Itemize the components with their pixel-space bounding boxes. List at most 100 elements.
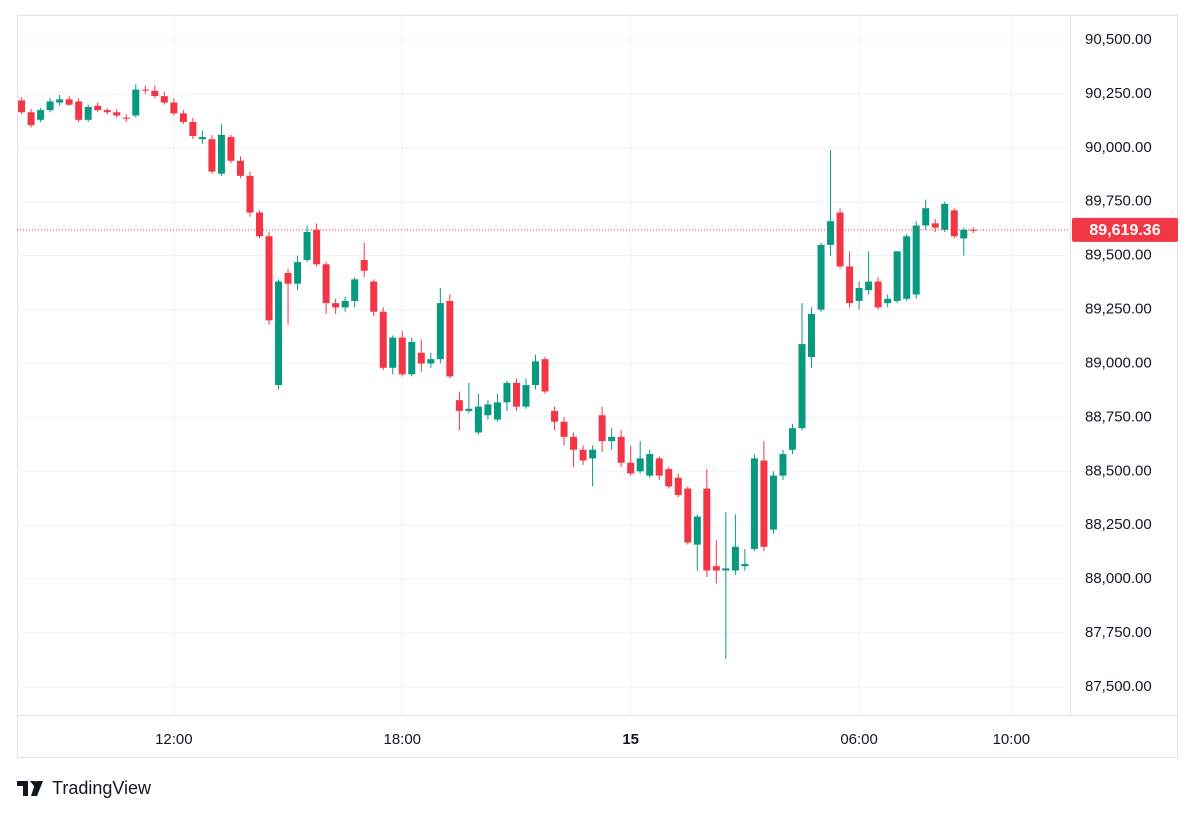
candle-body: [484, 404, 492, 416]
y-tick-label: 87,750.00: [1085, 624, 1152, 641]
candle-body: [579, 449, 587, 461]
y-tick-label: 89,500.00: [1085, 247, 1152, 264]
candle-body: [788, 428, 796, 450]
candle-body: [284, 272, 292, 284]
candle-body: [703, 488, 711, 571]
candle-body: [893, 251, 901, 301]
last-price-badge: [1072, 217, 1178, 242]
candle-body: [903, 236, 911, 299]
candle-body: [884, 298, 892, 304]
candle-body: [712, 566, 720, 571]
candle-body: [170, 102, 178, 114]
chart-frame: [17, 15, 1178, 758]
y-tick-label: 88,250.00: [1085, 516, 1152, 533]
candle-body: [474, 406, 482, 433]
y-tick-label: 88,000.00: [1085, 570, 1152, 587]
x-tick-label: 10:00: [993, 731, 1031, 748]
candle-body: [731, 546, 739, 571]
y-tick-label: 88,500.00: [1085, 462, 1152, 479]
candle-body: [351, 279, 359, 301]
candle-body: [636, 458, 644, 472]
candle-body: [941, 203, 949, 230]
y-tick-label: 90,500.00: [1085, 31, 1152, 48]
candle-body: [512, 382, 520, 407]
candle-body: [294, 262, 302, 284]
candle-body: [798, 344, 806, 429]
candle-body: [84, 106, 92, 120]
y-tick-label: 90,250.00: [1085, 85, 1152, 102]
candle-body: [103, 110, 111, 113]
candle-body: [113, 112, 121, 116]
candle-body: [455, 400, 463, 411]
candle-body: [922, 208, 930, 226]
candle-body: [303, 231, 311, 260]
candle-body: [808, 313, 816, 358]
candle-body: [94, 105, 102, 111]
candle-body: [589, 449, 597, 459]
x-tick-label: 12:00: [155, 731, 193, 748]
candle-body: [503, 382, 511, 403]
candle-body: [465, 408, 473, 411]
candle-body: [541, 359, 549, 392]
x-tick-label: 06:00: [840, 731, 878, 748]
candle-body: [370, 281, 378, 312]
candle-body: [912, 225, 920, 295]
candle-body: [874, 281, 882, 308]
candle-body: [141, 89, 149, 91]
candle-body: [236, 160, 244, 176]
candle-body: [693, 516, 701, 545]
y-tick-label: 87,500.00: [1085, 678, 1152, 695]
candle-body: [855, 288, 863, 301]
candle-body: [75, 101, 83, 120]
brand-logo: TradingView: [17, 778, 152, 798]
candle-body: [522, 385, 530, 407]
y-tick-label: 89,000.00: [1085, 354, 1152, 371]
candle-body: [417, 352, 425, 364]
y-tick-label: 89,750.00: [1085, 193, 1152, 210]
candles: [17, 84, 1070, 659]
candle-body: [551, 410, 559, 422]
candle-body: [332, 303, 340, 308]
candle-body: [65, 99, 73, 105]
candle-body: [836, 212, 844, 267]
candle-body: [646, 454, 654, 476]
candle-body: [379, 311, 387, 368]
candle-body: [313, 229, 321, 265]
candle-body: [827, 221, 835, 245]
candle-body: [722, 568, 730, 571]
candle-body: [960, 229, 968, 239]
candle-body: [741, 564, 749, 567]
candle-body: [18, 100, 26, 113]
axes: 87,500.00 87,750.00 88,000.00 88,250.00 88,5…: [17, 15, 1178, 748]
candle-body: [189, 121, 197, 136]
candle-body: [398, 337, 406, 375]
candle-body: [570, 436, 578, 450]
candle-body: [46, 101, 54, 111]
candle-body: [674, 477, 682, 496]
candle-body: [865, 281, 873, 291]
candle-body: [246, 175, 254, 213]
candle-body: [27, 112, 35, 126]
candle-body: [322, 264, 330, 304]
brand-name: TradingView: [52, 778, 152, 798]
candle-body: [779, 454, 787, 476]
candle-body: [750, 458, 758, 549]
candle-body: [931, 223, 939, 228]
candle-body: [265, 236, 273, 321]
candle-body: [198, 137, 206, 140]
candle-body: [665, 469, 673, 487]
candle-body: [360, 259, 368, 271]
candle-body: [684, 488, 692, 543]
candle-body: [160, 96, 168, 103]
candle-body: [341, 300, 349, 308]
candle-body: [608, 436, 616, 442]
candle-body: [769, 475, 777, 530]
candle-body: [950, 210, 958, 237]
candle-body: [56, 99, 64, 103]
candle-body: [436, 303, 444, 360]
y-tick-label: 88,750.00: [1085, 408, 1152, 425]
candle-body: [208, 139, 216, 172]
candle-body: [256, 212, 264, 237]
